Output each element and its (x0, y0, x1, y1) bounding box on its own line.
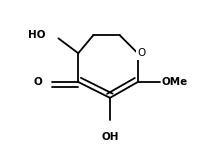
Text: HO: HO (28, 30, 46, 40)
Text: O: O (138, 48, 146, 58)
Text: OH: OH (101, 132, 119, 142)
Text: O: O (34, 77, 43, 87)
Text: OMe: OMe (161, 77, 188, 87)
